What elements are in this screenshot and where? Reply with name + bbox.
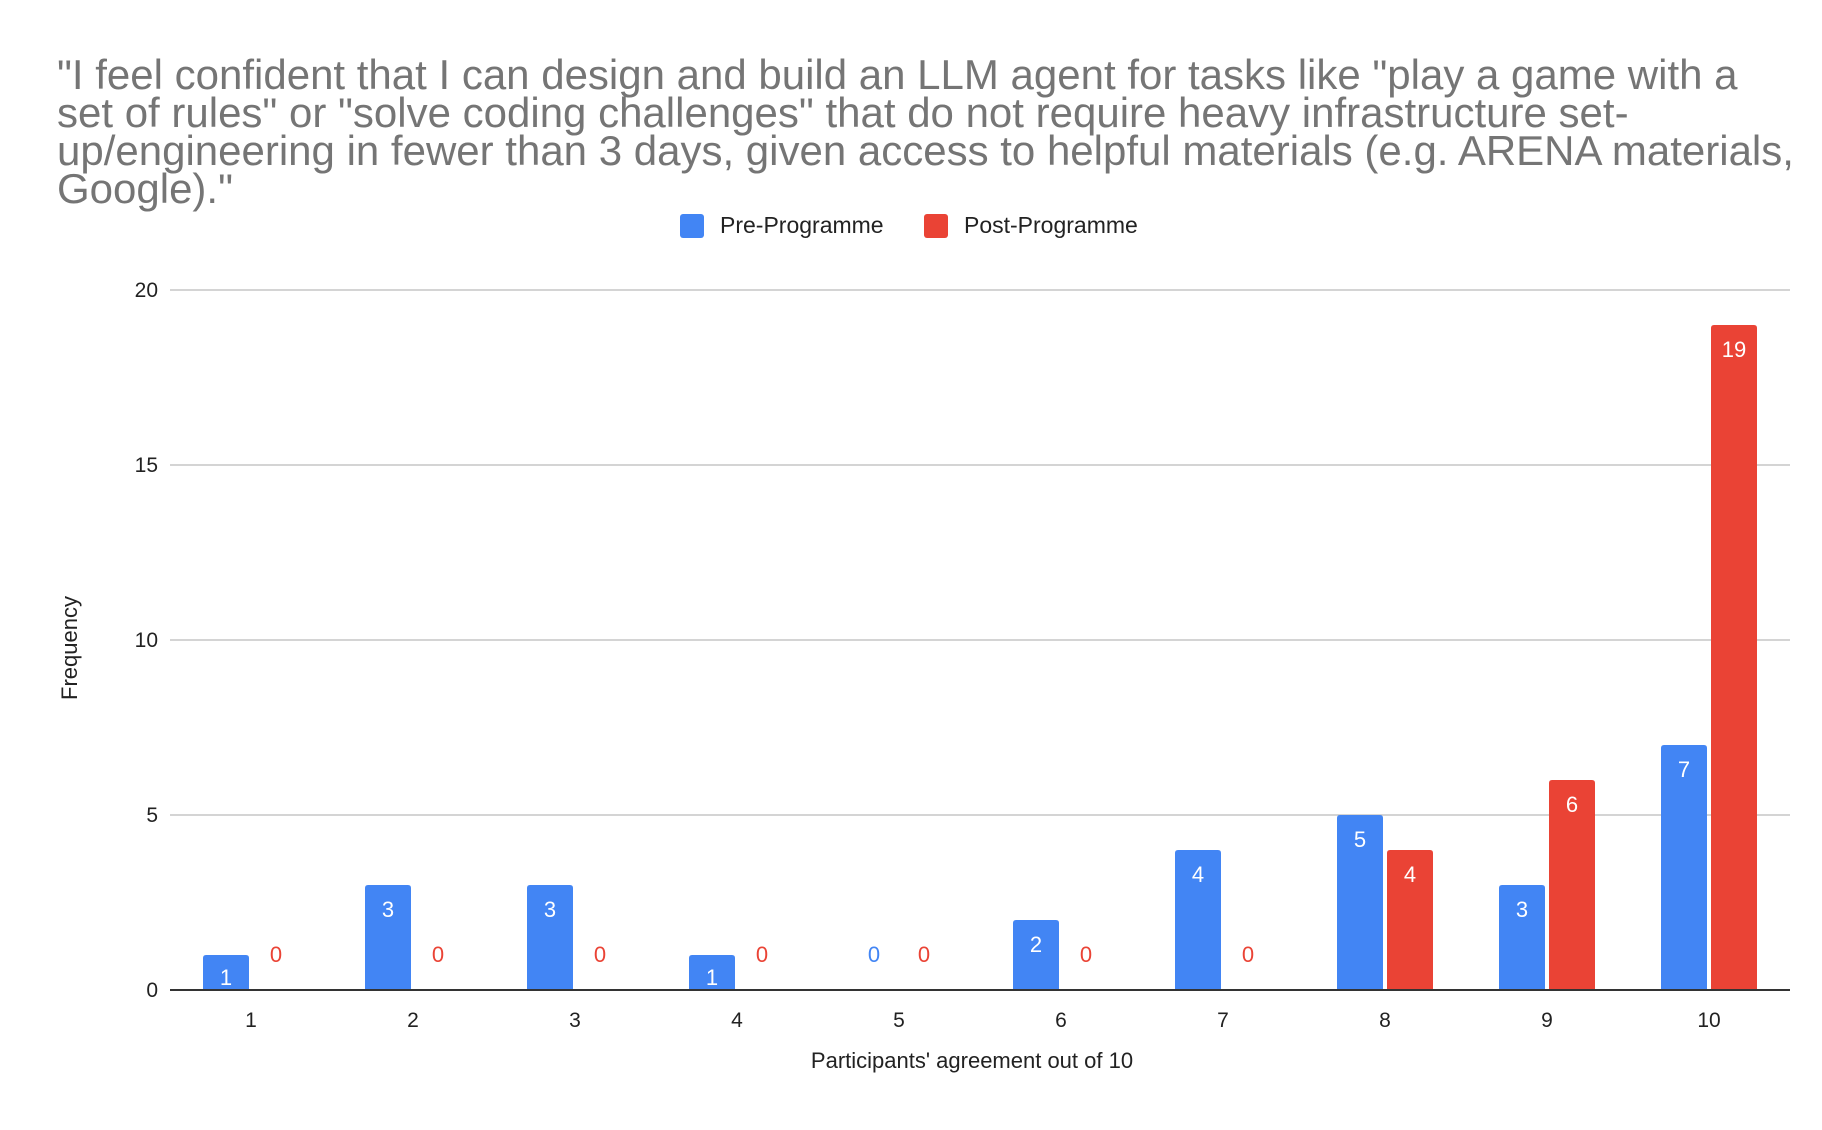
pre-programme-bar[interactable]	[1337, 815, 1383, 990]
legend-label-post-programme: Post-Programme	[964, 212, 1138, 238]
post-programme-data-label: 19	[1722, 337, 1746, 362]
pre-programme-bar[interactable]	[527, 885, 573, 990]
x-tick-label: 2	[407, 1009, 419, 1032]
pre-programme-data-label: 3	[1516, 897, 1528, 922]
legend-label-pre-programme: Pre-Programme	[720, 212, 884, 238]
pre-programme-bar[interactable]	[365, 885, 411, 990]
legend-swatch-pre-programme	[680, 213, 704, 238]
gridlines	[170, 289, 1790, 816]
pre-programme-bar[interactable]	[689, 955, 735, 990]
y-tick-label: 5	[146, 804, 158, 827]
pre-programme-data-label: 3	[544, 897, 556, 922]
pre-programme-data-label: 7	[1678, 757, 1690, 782]
pre-programme-data-label: 1	[706, 965, 718, 990]
y-axis-title: Frequency	[57, 596, 82, 700]
x-tick-label: 8	[1379, 1009, 1391, 1032]
y-tick-label: 20	[135, 279, 158, 302]
pre-programme-data-label: 1	[220, 965, 232, 990]
post-programme-data-label: 0	[270, 942, 282, 967]
x-tick-label: 10	[1697, 1009, 1720, 1032]
x-axis-title: Participants' agreement out of 10	[811, 1048, 1133, 1073]
data-labels: 1 0 3 0 3 0 1 0 0 0 2 0 4 0 5 4 3 6 7 19	[220, 337, 1746, 990]
legend: Pre-Programme Post-Programme	[0, 212, 1822, 242]
pre-programme-data-label: 0	[868, 942, 880, 967]
x-tick-label: 1	[245, 1009, 257, 1032]
pre-programme-bar[interactable]	[1499, 885, 1545, 990]
bars	[203, 325, 1757, 990]
pre-programme-bar[interactable]	[1661, 745, 1707, 990]
post-programme-bar[interactable]	[1549, 780, 1595, 990]
x-tick-label: 9	[1541, 1009, 1553, 1032]
pre-programme-data-label: 2	[1030, 932, 1042, 957]
pre-programme-bar[interactable]	[1013, 920, 1059, 990]
post-programme-data-label: 4	[1404, 862, 1416, 887]
chart-title: "I feel confident that I can design and …	[57, 51, 1794, 212]
pre-programme-bar[interactable]	[1175, 850, 1221, 990]
post-programme-data-label: 0	[1242, 942, 1254, 967]
post-programme-data-label: 0	[756, 942, 768, 967]
y-tick-label: 0	[146, 979, 158, 1002]
post-programme-data-label: 0	[1080, 942, 1092, 967]
post-programme-data-label: 0	[918, 942, 930, 967]
pre-programme-data-label: 4	[1192, 862, 1204, 887]
post-programme-bar[interactable]	[1711, 325, 1757, 990]
legend-item-pre-programme[interactable]: Pre-Programme	[680, 212, 884, 239]
post-programme-data-label: 0	[594, 942, 606, 967]
legend-item-post-programme[interactable]: Post-Programme	[924, 212, 1138, 239]
post-programme-data-label: 0	[432, 942, 444, 967]
x-tick-label: 4	[731, 1009, 743, 1032]
x-tick-label: 7	[1217, 1009, 1229, 1032]
y-tick-label: 10	[135, 629, 158, 652]
pre-programme-data-label: 5	[1354, 827, 1366, 852]
x-tick-label: 3	[569, 1009, 581, 1032]
pre-programme-data-label: 3	[382, 897, 394, 922]
post-programme-bar[interactable]	[1387, 850, 1433, 990]
post-programme-data-label: 6	[1566, 792, 1578, 817]
x-tick-label: 5	[893, 1009, 905, 1032]
y-tick-label: 15	[135, 454, 158, 477]
pre-programme-bar[interactable]	[203, 955, 249, 990]
legend-swatch-post-programme	[924, 213, 948, 238]
x-tick-label: 6	[1055, 1009, 1067, 1032]
